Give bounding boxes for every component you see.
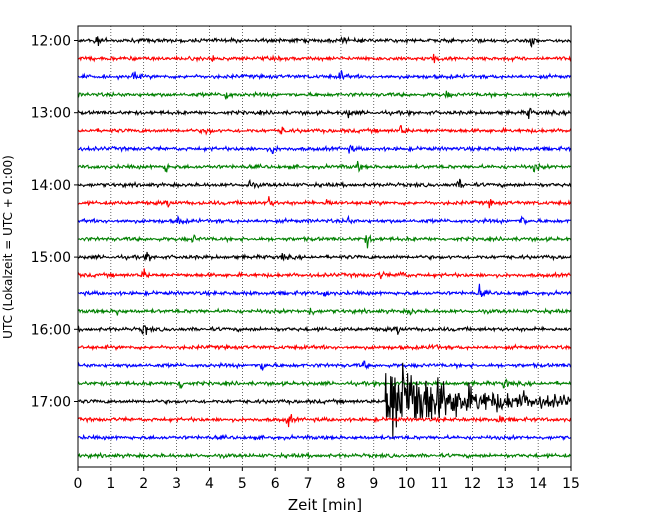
trace-1515 [78, 268, 571, 280]
x-tick-label: 2 [139, 476, 148, 492]
y-tick-label: 17:00 [31, 395, 71, 411]
x-tick-label: 15 [562, 476, 580, 492]
y-tick-label: 16:00 [31, 322, 71, 338]
trace-1645 [78, 378, 571, 389]
trace-1630 [78, 360, 571, 371]
trace-1600 [78, 324, 571, 336]
trace-1745 [78, 451, 571, 460]
trace-1315 [78, 125, 571, 136]
y-tick-label: 13:00 [31, 106, 71, 122]
x-tick-label: 4 [205, 476, 214, 492]
trace-1245 [78, 90, 571, 100]
x-tick-label: 9 [369, 476, 378, 492]
trace-1345 [78, 160, 571, 173]
trace-1615 [78, 343, 571, 352]
x-tick-label: 10 [398, 476, 416, 492]
x-tick-label: 6 [271, 476, 280, 492]
x-tick-label: 7 [304, 476, 313, 492]
x-tick-label: 11 [431, 476, 449, 492]
y-axis-ticks: 12:00 13:00 14:00 15:00 16:00 17:00 [31, 34, 78, 411]
x-tick-label: 3 [172, 476, 181, 492]
x-tick-label: 12 [463, 476, 481, 492]
trace-1415 [78, 196, 571, 209]
trace-1430 [78, 214, 571, 226]
x-tick-label: 0 [74, 476, 83, 492]
y-axis-label: UTC (Lokalzeit = UTC + 01:00) [1, 155, 15, 339]
trace-1330 [78, 144, 571, 155]
plot-frame [77, 25, 572, 468]
trace-1500 [78, 251, 571, 262]
trace-1730 [78, 433, 571, 442]
x-tick-label: 8 [336, 476, 345, 492]
x-tick-label: 14 [529, 476, 547, 492]
x-axis-ticks: 0 1 2 3 4 5 6 7 8 9 10 11 12 13 14 15 [74, 467, 580, 492]
trace-1300 [78, 107, 571, 120]
y-tick-label: 12:00 [31, 34, 71, 50]
trace-1715 [78, 413, 571, 428]
trace-1200 [78, 36, 571, 49]
x-tick-label: 1 [106, 476, 115, 492]
trace-1545 [78, 307, 571, 316]
seismic-traces [78, 36, 571, 460]
x-tick-label: 5 [238, 476, 247, 492]
trace-1530 [78, 283, 571, 298]
trace-1230 [78, 70, 571, 81]
x-tick-label: 13 [496, 476, 514, 492]
trace-1445 [78, 234, 571, 249]
x-axis-label: Zeit [min] [288, 496, 362, 514]
y-tick-label: 15:00 [31, 250, 71, 266]
trace-1400 [78, 178, 571, 190]
y-tick-label: 14:00 [31, 178, 71, 194]
trace-1700 [78, 362, 571, 439]
trace-1215 [78, 53, 571, 64]
